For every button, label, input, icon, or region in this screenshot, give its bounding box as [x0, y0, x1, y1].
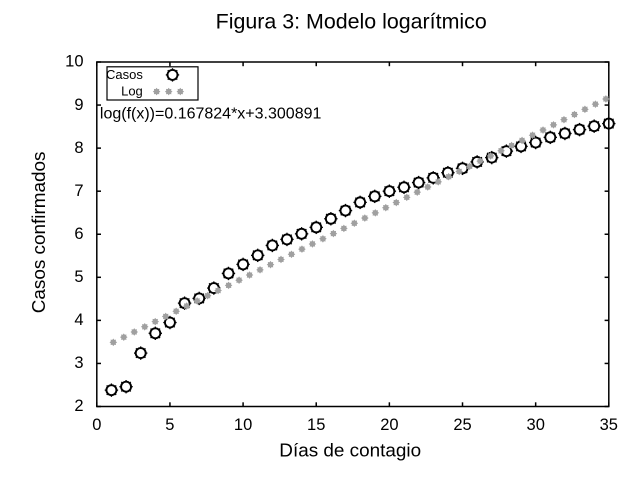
svg-text:4: 4	[74, 311, 83, 329]
svg-text:Figura 3: Modelo logarítmico: Figura 3: Modelo logarítmico	[216, 10, 487, 34]
svg-text:5: 5	[165, 416, 174, 434]
svg-text:Log: Log	[121, 84, 143, 99]
svg-text:6: 6	[74, 225, 83, 243]
svg-text:5: 5	[74, 268, 83, 286]
svg-text:2: 2	[74, 397, 83, 415]
svg-text:8: 8	[74, 139, 83, 157]
svg-text:30: 30	[527, 416, 545, 434]
svg-text:15: 15	[307, 416, 325, 434]
svg-text:log(f(x))=0.167824*x+3.300891: log(f(x))=0.167824*x+3.300891	[100, 105, 322, 122]
svg-text:Casos: Casos	[106, 67, 143, 82]
svg-text:3: 3	[74, 354, 83, 372]
svg-text:25: 25	[453, 416, 471, 434]
svg-text:Casos confirmados: Casos confirmados	[29, 152, 50, 314]
svg-text:10: 10	[65, 53, 83, 71]
svg-text:Días de contagio: Días de contagio	[279, 441, 421, 462]
svg-text:7: 7	[74, 182, 83, 200]
svg-text:35: 35	[600, 416, 618, 434]
svg-text:0: 0	[92, 416, 101, 434]
svg-text:20: 20	[380, 416, 398, 434]
svg-text:10: 10	[234, 416, 252, 434]
svg-text:9: 9	[74, 96, 83, 114]
